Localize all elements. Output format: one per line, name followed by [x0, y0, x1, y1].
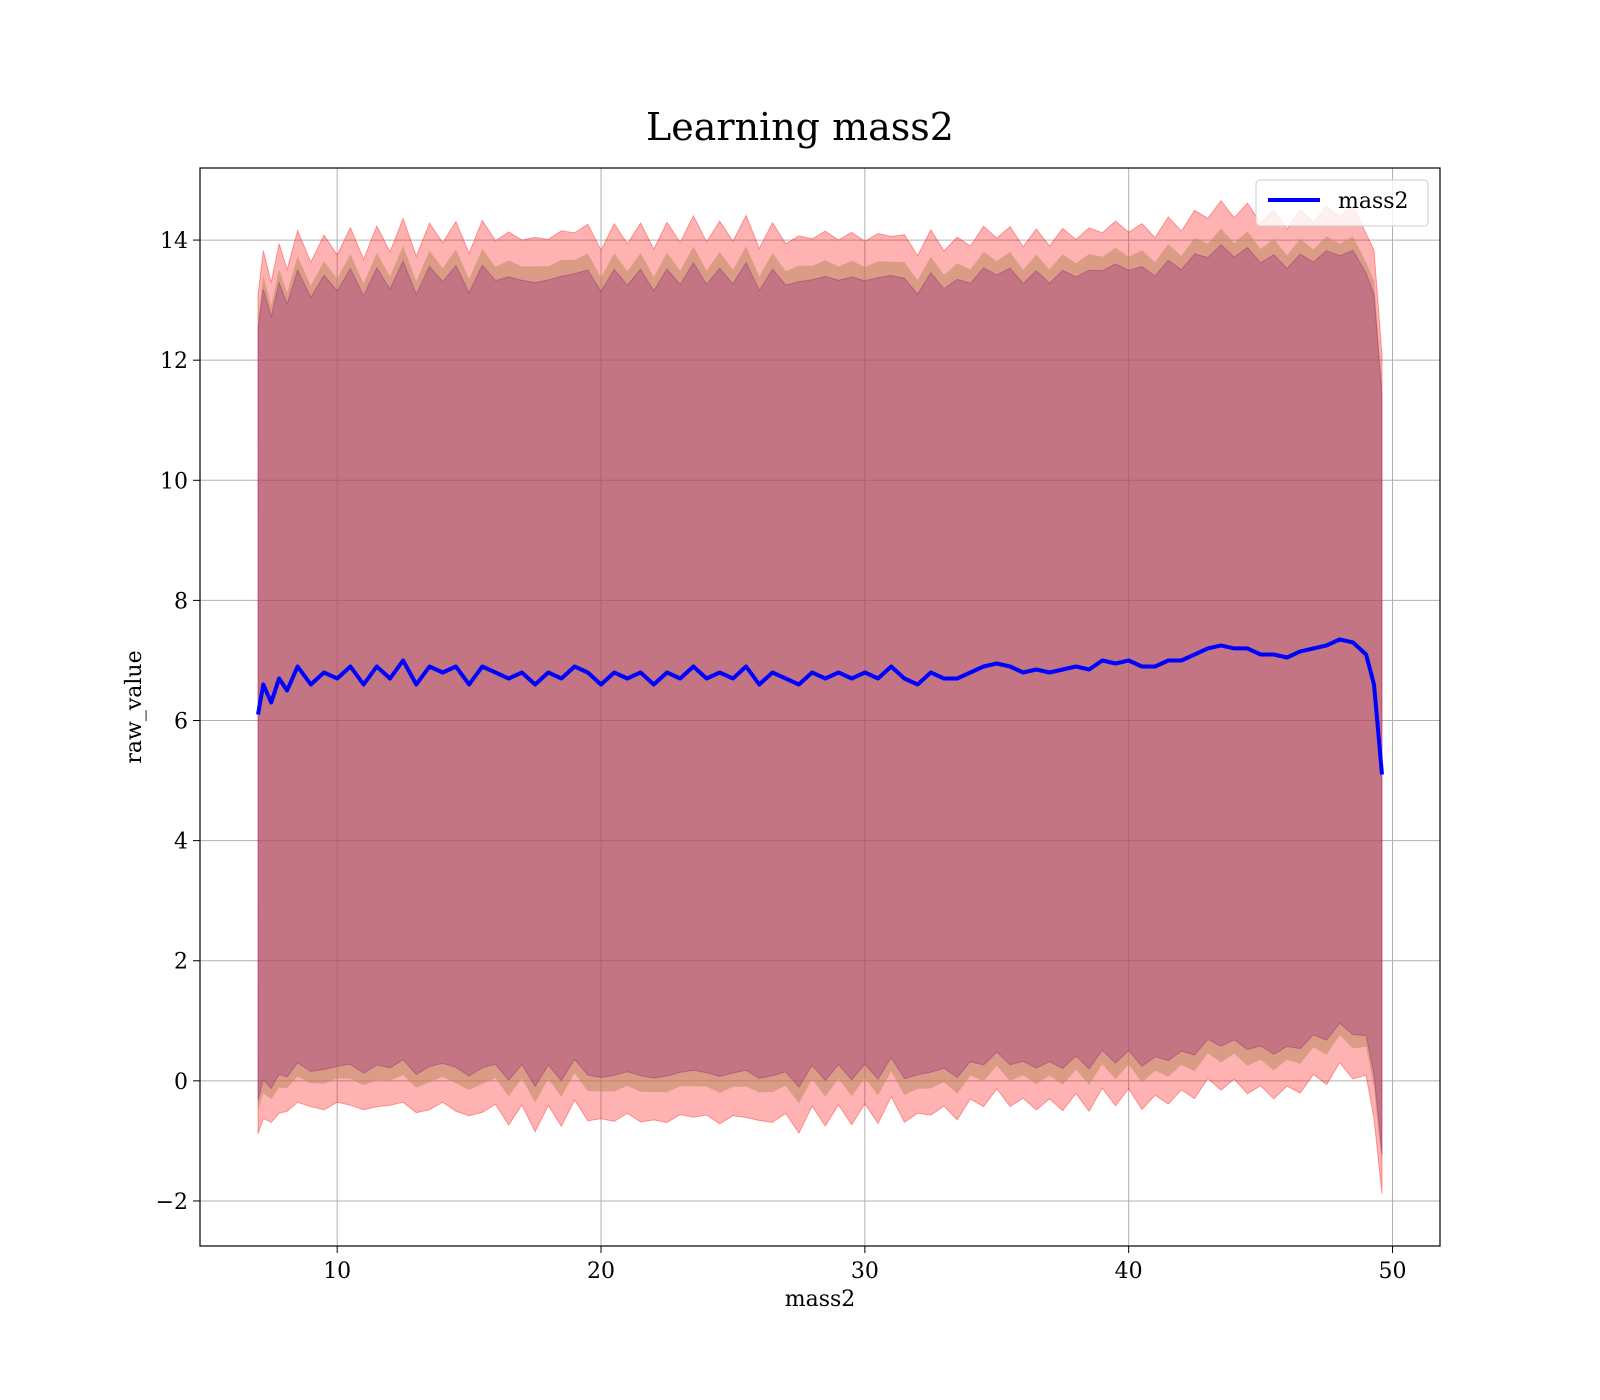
y-tick-label: −2 [156, 1190, 188, 1215]
legend-box [1255, 179, 1429, 227]
x-tick-label: 10 [323, 1259, 351, 1284]
y-tick-label: 2 [174, 950, 188, 975]
y-tick-label: 14 [160, 229, 188, 254]
band-middle [258, 228, 1382, 1165]
y-tick-label: 6 [174, 710, 188, 735]
chart-title: Learning mass2 [646, 105, 954, 149]
plot-frame [199, 167, 1441, 1247]
x-tick-label: 20 [587, 1259, 615, 1284]
uncertainty-bands [257, 199, 1383, 1194]
x-tick-label: 30 [851, 1259, 879, 1284]
series-lines [256, 637, 1384, 775]
y-axis-label: raw_value [122, 650, 147, 763]
y-tick-label: 8 [174, 589, 188, 614]
y-axis-ticks: −2 0 2 4 6 8 10 12 14 [156, 229, 200, 1215]
y-tick-label: 0 [174, 1070, 188, 1095]
legend-entry-mass2: mass2 [1338, 189, 1409, 214]
x-axis-label: mass2 [785, 1287, 856, 1312]
band-inner [257, 244, 1383, 1155]
y-tick-label: 4 [174, 830, 188, 855]
x-tick-label: 40 [1115, 1259, 1143, 1284]
x-axis-ticks: 10 20 30 40 50 [323, 1246, 1407, 1284]
y-tick-label: 10 [160, 469, 188, 494]
legend: mass2 [1255, 179, 1429, 227]
x-tick-label: 50 [1379, 1259, 1407, 1284]
y-tick-label: 12 [160, 349, 188, 374]
series-line-mass2 [256, 637, 1384, 775]
